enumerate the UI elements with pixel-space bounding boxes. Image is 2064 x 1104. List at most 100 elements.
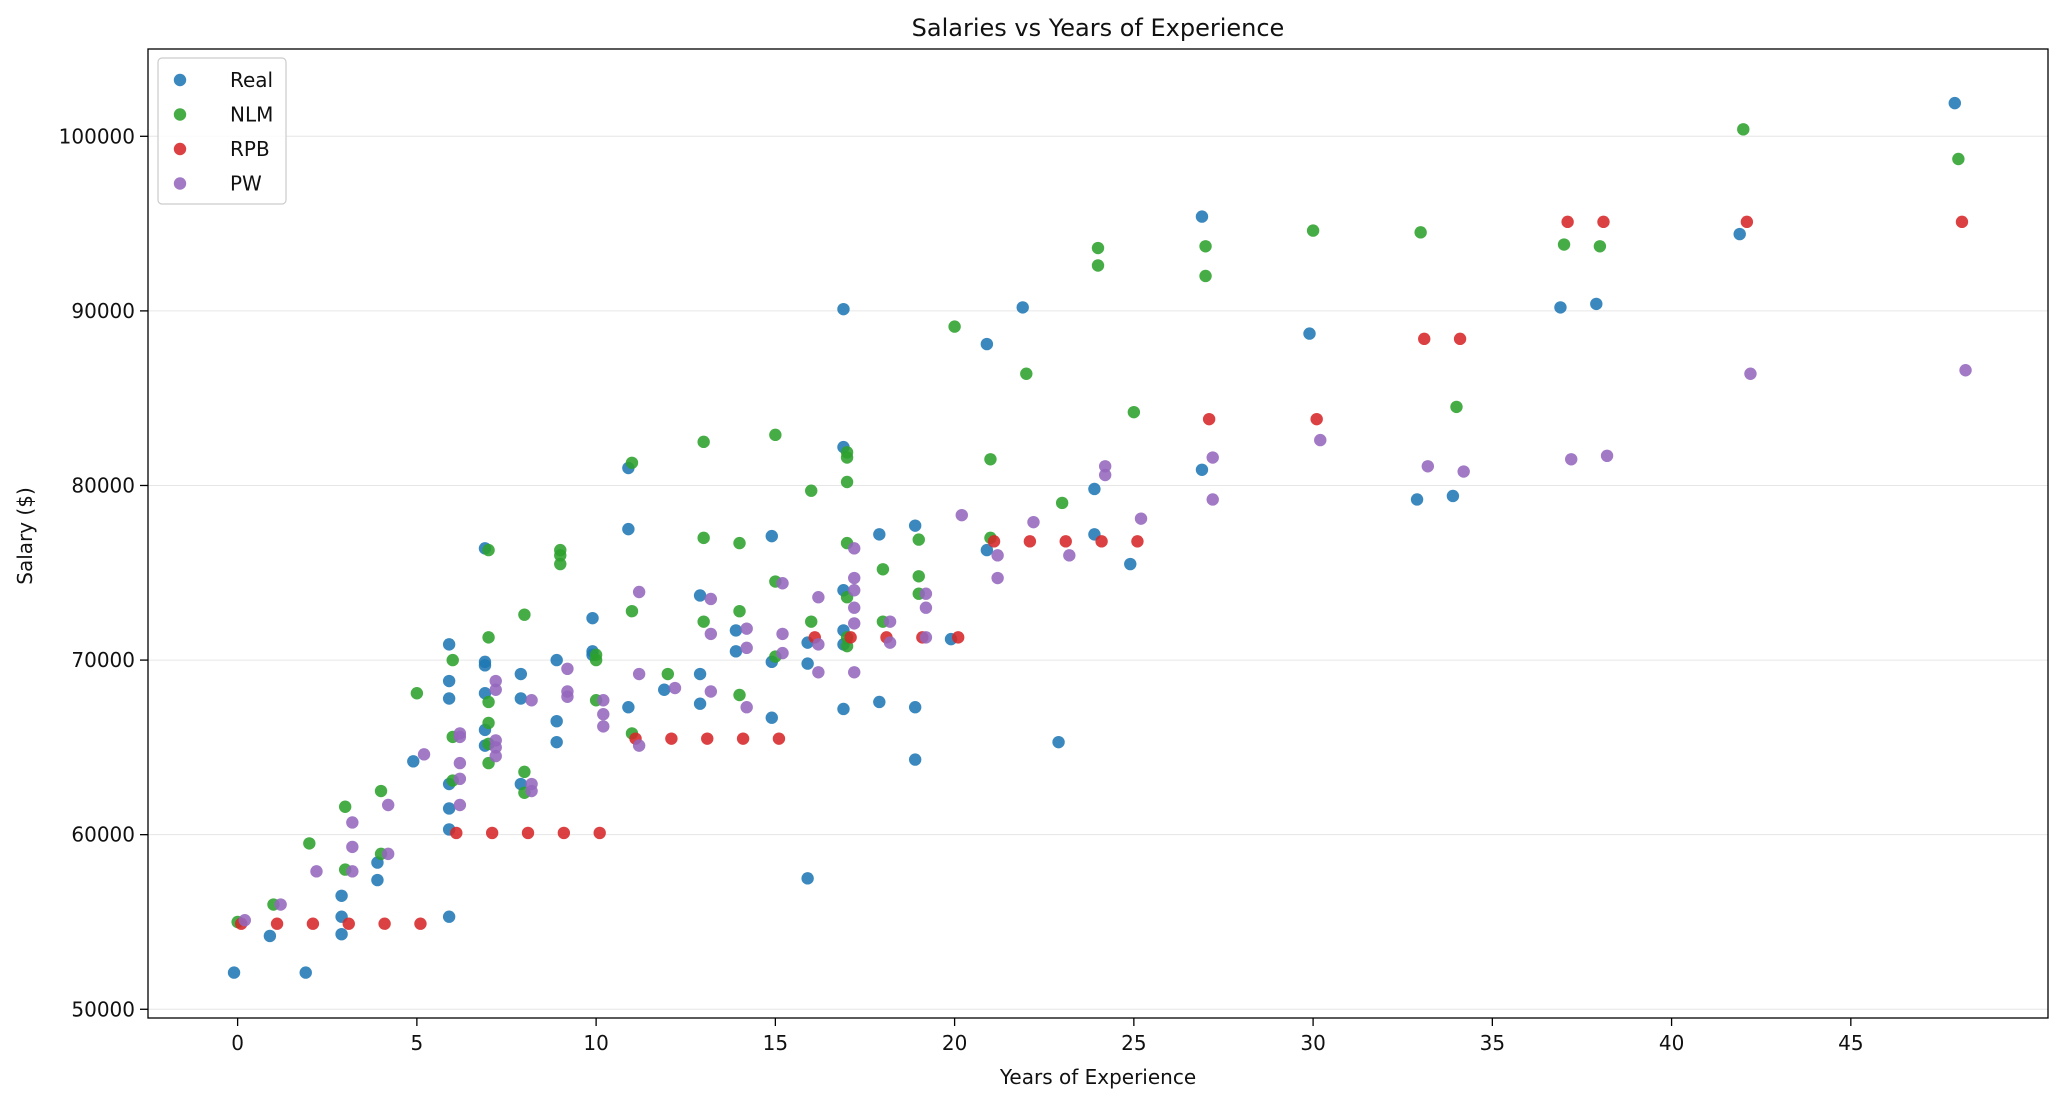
pw-point-21 (525, 694, 538, 707)
nlm-point-31 (697, 531, 710, 545)
real-point-13 (442, 692, 456, 705)
real-point-8 (407, 755, 420, 768)
real-point-73 (1948, 96, 1961, 110)
legend-box (157, 57, 287, 205)
pw-point-9 (453, 798, 467, 812)
nlm-point-62 (1199, 240, 1212, 253)
real-point-60 (1016, 301, 1029, 314)
rpb-point-23 (1059, 535, 1072, 548)
pw-point-67 (1457, 465, 1470, 478)
series-rpb (235, 215, 1969, 930)
real-point-51 (837, 302, 850, 316)
x-axis: 0 5 10 15 20 25 30 35 40 45 (231, 1018, 1864, 1055)
pw-point-50 (883, 636, 897, 649)
nlm-point-13 (482, 716, 495, 730)
pw-point-39 (776, 627, 789, 641)
real-point-25 (550, 735, 563, 749)
real-point-39 (729, 624, 743, 637)
rpb-point-22 (1023, 535, 1037, 548)
nlm-point-66 (1557, 238, 1571, 251)
rpb-point-21 (987, 535, 1001, 548)
pw-point-26 (597, 708, 610, 721)
rpb-point-26 (1202, 412, 1216, 426)
real-point-59 (980, 337, 994, 351)
rpb-point-4 (378, 917, 391, 930)
pw-point-25 (597, 720, 610, 733)
nlm-point-28 (625, 456, 639, 469)
rpb-point-14 (736, 732, 750, 745)
nlm-point-64 (1414, 226, 1427, 239)
real-point-55 (908, 701, 922, 714)
pw-point-70 (1744, 367, 1757, 380)
rpb-point-25 (1131, 535, 1144, 548)
pw-point-48 (848, 571, 861, 585)
pw-point-46 (848, 601, 861, 614)
nlm-point-59 (1091, 241, 1105, 255)
pw-point-24 (561, 662, 574, 676)
pw-point-34 (704, 592, 718, 606)
real-point-64 (1124, 557, 1137, 571)
pw-point-60 (1098, 468, 1112, 482)
rpb-point-3 (342, 917, 355, 930)
real-point-40 (765, 711, 778, 724)
nlm-point-65 (1450, 400, 1463, 414)
pw-point-30 (632, 585, 646, 599)
rpb-point-5 (414, 917, 427, 930)
nlm-point-2 (303, 837, 316, 850)
legend-marker-rpb (173, 142, 187, 156)
nlm-point-6 (374, 784, 388, 798)
real-point-35 (693, 697, 707, 710)
real-point-14 (442, 674, 456, 688)
nlm-point-33 (733, 688, 746, 702)
pw-point-8 (417, 748, 431, 761)
nlm-point-51 (912, 570, 925, 583)
nlm-point-14 (482, 695, 495, 709)
pw-point-7 (381, 798, 395, 812)
real-point-36 (693, 667, 707, 681)
nlm-point-45 (840, 475, 854, 489)
x-tick-label-9: 45 (1838, 1031, 1863, 1055)
pw-point-41 (812, 666, 825, 679)
nlm-point-55 (984, 453, 997, 466)
rpb-point-7 (485, 826, 499, 840)
nlm-point-19 (518, 608, 531, 621)
rpb-point-31 (1597, 215, 1610, 229)
real-point-61 (1052, 735, 1065, 749)
real-point-6 (371, 873, 384, 887)
rpb-point-24 (1095, 535, 1108, 548)
real-point-71 (1590, 297, 1603, 311)
y-axis-label: Salary ($) (13, 487, 37, 585)
pw-point-11 (453, 756, 467, 770)
rpb-point-28 (1418, 332, 1431, 346)
nlm-point-67 (1593, 240, 1607, 253)
pw-point-33 (704, 627, 718, 641)
legend: Real NLM RPB PW (157, 57, 287, 205)
real-point-46 (837, 702, 850, 716)
x-tick-label-5: 25 (1121, 1031, 1146, 1055)
pw-point-40 (776, 577, 789, 590)
rpb-point-32 (1740, 215, 1754, 229)
y-tick-label-0: 50000 (71, 997, 135, 1021)
pw-point-23 (561, 685, 574, 698)
rpb-point-13 (701, 732, 714, 745)
pw-point-10 (453, 772, 467, 786)
real-point-72 (1733, 227, 1746, 241)
nlm-point-10 (446, 653, 459, 667)
nlm-point-38 (769, 428, 782, 442)
pw-point-38 (776, 646, 789, 660)
y-tick-label-1: 60000 (71, 823, 135, 847)
nlm-point-56 (1020, 367, 1033, 380)
real-point-52 (873, 695, 886, 709)
nlm-point-22 (554, 543, 567, 557)
pw-point-61 (1098, 460, 1112, 473)
real-point-9 (442, 910, 456, 923)
rpb-point-9 (557, 826, 571, 840)
pw-point-31 (668, 681, 682, 695)
nlm-point-57 (1055, 496, 1069, 510)
pw-point-52 (919, 631, 933, 644)
real-point-58 (980, 543, 994, 557)
pw-point-6 (381, 847, 395, 861)
pw-point-36 (740, 641, 753, 655)
real-point-26 (550, 714, 563, 728)
rpb-point-2 (306, 917, 320, 930)
